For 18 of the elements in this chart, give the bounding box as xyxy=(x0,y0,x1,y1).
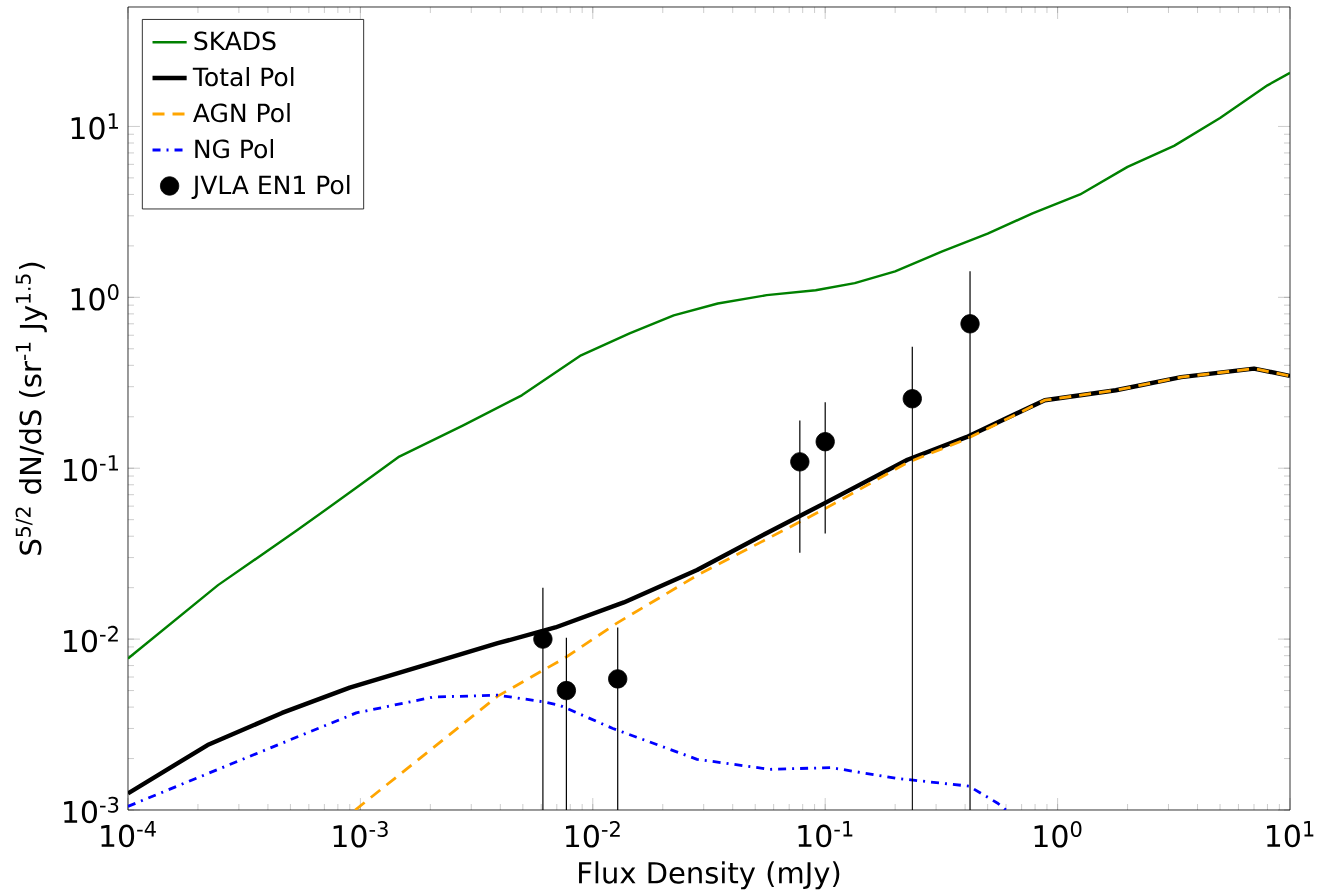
x-tick-label: 10$^{-1}$ xyxy=(798,821,853,848)
x-tick-label: 10$^{-2}$ xyxy=(566,821,620,848)
y-tick-label: 10$^{0}$ xyxy=(71,284,119,311)
y-axis-title: S$^{5/2}$ dN/dS (sr$^{-1}$ Jy$^{1.5}$) xyxy=(15,262,48,555)
y-tick-label: 10$^{-3}$ xyxy=(64,796,119,824)
legend-label: Total Pol xyxy=(192,66,294,87)
legend-label: SKADS xyxy=(194,31,276,51)
x-tick-label: 10$^{-4}$ xyxy=(101,821,156,848)
legend-label: NG Pol xyxy=(195,138,273,159)
y-tick-label: 10$^{-1}$ xyxy=(64,455,118,482)
legend-label: AGN Pol xyxy=(193,102,290,123)
y-tick-label: 10$^{-2}$ xyxy=(64,625,118,653)
x-axis-title: Flux Density (mJy) xyxy=(579,861,840,890)
x-tick-label: 10$^{1}$ xyxy=(1267,821,1314,848)
y-tick-label: 10$^{1}$ xyxy=(71,113,118,140)
x-tick-label: 10$^{0}$ xyxy=(1034,821,1082,848)
x-tick-label: 10$^{-3}$ xyxy=(333,821,388,848)
legend-label: JVLA EN1 Pol xyxy=(191,174,350,199)
